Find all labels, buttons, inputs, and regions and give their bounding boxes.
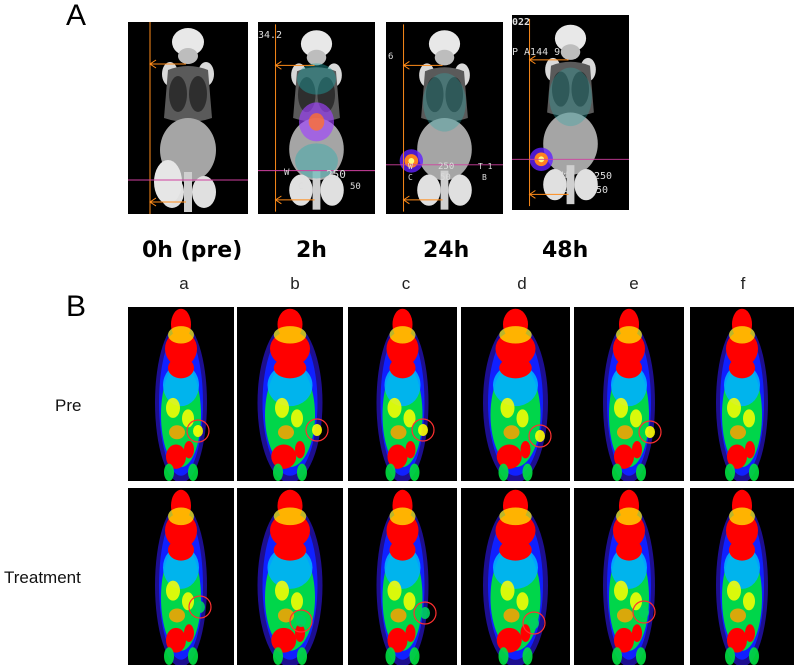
panel-a-label: A [66, 0, 87, 32]
overlay-text: C [408, 173, 413, 182]
pet-scan-graphic [257, 308, 329, 481]
pet-image-treatment-a [128, 488, 234, 665]
overlay-text: W [284, 168, 290, 178]
overlay-text: 250 [326, 168, 346, 181]
ct-image-0h [128, 22, 248, 214]
row-label-pre: Pre [55, 396, 82, 415]
overlay-text: 250 [594, 171, 613, 182]
ct-image-2h: 34.2 W C 250 50 [258, 22, 375, 214]
pet-scan-graphic [716, 489, 768, 665]
pet-scan-graphic [483, 308, 552, 481]
column-label-d: d [517, 274, 527, 293]
pet-image-pre-f [690, 307, 794, 481]
time-label-24h: 24h [423, 238, 470, 263]
row-label-treatment: Treatment [4, 568, 81, 587]
pet-image-pre-e [574, 307, 684, 481]
overlay-text: B [482, 173, 487, 182]
pet-image-treatment-c [348, 488, 457, 665]
overlay-text: 250 [438, 162, 455, 172]
ct-image-48h: 022 P A144 9 W C 250 50 [512, 15, 629, 210]
pet-scan-graphic [603, 489, 656, 665]
time-label-48h: 48h [542, 238, 589, 263]
column-label-e: e [629, 274, 639, 293]
overlay-text: T 1 [478, 162, 493, 171]
overlay-text: C [298, 182, 304, 192]
pet-image-treatment-b [237, 488, 343, 665]
ct-scan-graphic [128, 22, 248, 214]
pet-scan-graphic [603, 308, 662, 481]
panel-b-label: B [66, 290, 87, 323]
overlay-text: 50 [596, 185, 609, 196]
pet-scan-graphic [483, 489, 548, 665]
overlay-text: 34.2 [258, 30, 283, 41]
pet-scan-graphic [376, 308, 435, 481]
overlay-text: 6 [388, 52, 394, 62]
column-label-c: c [401, 274, 411, 293]
overlay-text: 50 [440, 173, 451, 183]
column-label-f: f [740, 274, 746, 293]
time-label-0h: 0h (pre) [142, 238, 243, 263]
pet-scan-graphic [155, 489, 212, 665]
ct-image-24h: 6 W C 250 50 T 1 B [386, 22, 503, 214]
pet-scan-graphic [716, 308, 768, 481]
overlay-text: P A144 9 [512, 47, 561, 58]
ct-scan-graphic [386, 24, 503, 212]
ct-scan-graphic [258, 24, 375, 212]
pet-image-pre-c [348, 307, 457, 481]
pet-scan-graphic [257, 489, 323, 665]
pet-image-treatment-d [461, 488, 570, 665]
pet-image-pre-b [237, 307, 343, 481]
pet-scan-graphic [155, 308, 210, 481]
pet-image-pre-d [461, 307, 570, 481]
pet-image-treatment-e [574, 488, 684, 665]
overlay-text: W [562, 171, 568, 181]
overlay-text: C [562, 185, 568, 195]
time-label-2h: 2h [296, 238, 327, 263]
overlay-text: 50 [350, 182, 361, 192]
ct-scan-graphic [512, 18, 629, 207]
pet-image-pre-a [128, 307, 234, 481]
pet-image-treatment-f [690, 488, 794, 665]
overlay-text: W [408, 162, 413, 171]
column-label-a: a [179, 274, 189, 293]
column-label-b: b [290, 274, 300, 293]
pet-scan-graphic [376, 489, 437, 665]
overlay-text: 022 [512, 17, 531, 28]
